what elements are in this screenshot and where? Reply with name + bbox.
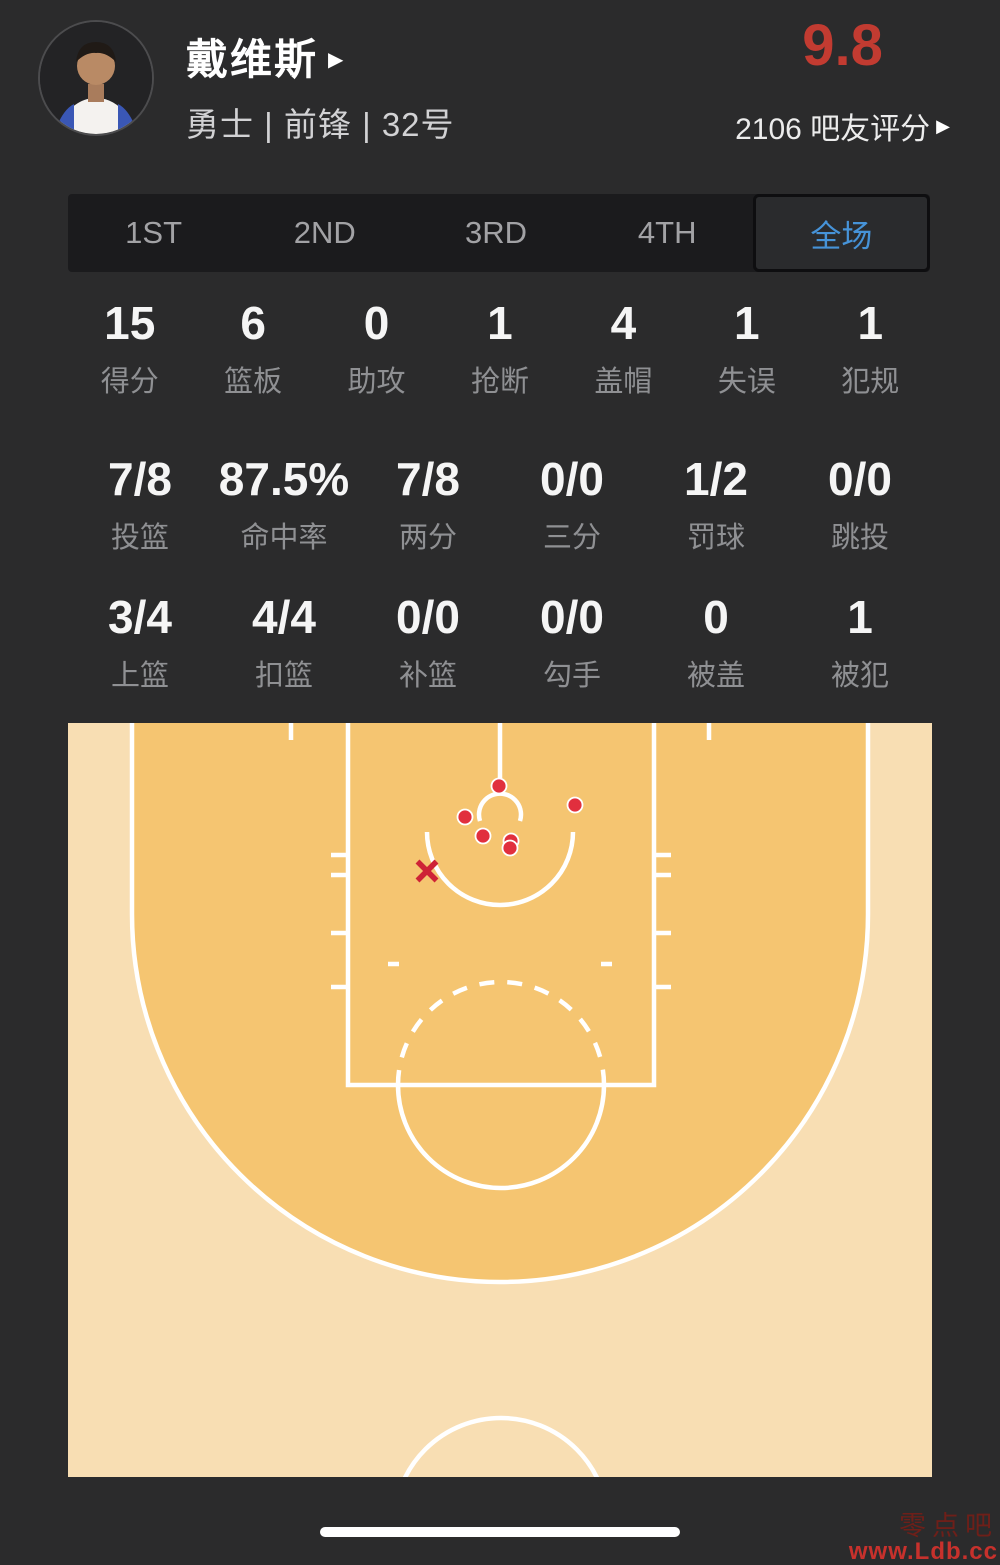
stat-item: 7/8 投篮 <box>68 454 212 556</box>
lane-hash-marks-right <box>654 852 671 990</box>
stat-label: 命中率 <box>240 522 328 554</box>
stat-label: 被犯 <box>830 660 889 692</box>
stat-value: 4/4 <box>252 591 316 643</box>
stats-row-main: 15 得分 6 篮板 0 助攻 1 抢断 4 盖帽 1 失误 1 犯规 <box>68 298 932 400</box>
tab-4TH[interactable]: 4TH <box>637 215 697 250</box>
stat-value: 1 <box>857 297 884 349</box>
stat-item: 4 盖帽 <box>562 298 685 400</box>
paint-lane-lines <box>345 723 657 1088</box>
stat-label: 跳投 <box>830 522 889 554</box>
stat-value: 1 <box>487 297 513 349</box>
stat-value: 0 <box>703 591 729 643</box>
rating-caption-text: 2106 吧友评分 <box>735 113 931 146</box>
stat-label: 勾手 <box>542 660 601 692</box>
stat-label: 扣篮 <box>254 660 313 692</box>
lane-hash-marks-left <box>331 852 348 990</box>
stat-label: 罚球 <box>686 522 745 554</box>
stat-label: 抢断 <box>470 366 529 398</box>
made-shot-marker <box>501 839 519 857</box>
stat-item: 0 被盖 <box>644 592 788 694</box>
stat-value: 15 <box>104 297 156 349</box>
watermark-site-url: www.Ldb.cc <box>848 1538 998 1565</box>
player-info: 勇士 | 前锋 | 32号 <box>186 106 455 143</box>
player-name-row[interactable]: 戴维斯 ▶ <box>186 26 343 87</box>
stat-item: 6 篮板 <box>191 298 314 400</box>
tab-2ND[interactable]: 2ND <box>293 215 356 250</box>
stat-item: 0/0 补篮 <box>356 592 500 694</box>
stat-item: 1 犯规 <box>809 298 932 400</box>
stat-item: 0/0 三分 <box>500 454 644 556</box>
stat-item: 0 助攻 <box>315 298 438 400</box>
court-inside-3pt-area <box>132 723 868 1282</box>
stat-value: 1 <box>847 591 873 643</box>
rating-box: 9.8 2106 吧友评分 ▶ <box>735 16 950 148</box>
stat-item: 7/8 两分 <box>356 454 500 556</box>
watermark-site-name: 零点吧 <box>899 1511 998 1541</box>
name-chevron-right-icon: ▶ <box>328 49 344 71</box>
stat-value: 1 <box>734 297 760 349</box>
rating-value: 9.8 <box>802 13 883 78</box>
stat-label: 助攻 <box>347 366 406 398</box>
stat-item: 0/0 勾手 <box>500 592 644 694</box>
stat-value: 1/2 <box>684 453 748 505</box>
stat-item: 15 得分 <box>68 298 191 400</box>
player-photo <box>40 22 152 134</box>
tab-3RD[interactable]: 3RD <box>465 215 528 250</box>
stat-label: 篮板 <box>224 366 283 398</box>
free-throw-circle-solid <box>395 1084 607 1191</box>
stat-label: 失误 <box>717 366 776 398</box>
made-shot-marker <box>474 827 492 845</box>
stat-value: 0 <box>363 297 390 349</box>
stats-row-detail: 3/4 上篮 4/4 扣篮 0/0 补篮 0/0 勾手 0 被盖 1 被犯 <box>68 592 932 694</box>
missed-shot-marker <box>415 859 439 883</box>
baseline-ticks <box>288 723 712 740</box>
home-indicator[interactable] <box>320 1527 680 1537</box>
made-shot-marker <box>456 808 474 826</box>
stat-item: 1/2 罚球 <box>644 454 788 556</box>
stat-value: 7/8 <box>108 453 172 505</box>
stat-value: 4 <box>610 297 637 349</box>
rating-chevron-right-icon: ▶ <box>936 115 950 136</box>
stats-row-shooting: 7/8 投篮 87.5% 命中率 7/8 两分 0/0 三分 1/2 罚球 0/0 跳投 <box>68 454 932 556</box>
stat-value: 0/0 <box>540 591 604 643</box>
shots-group <box>415 777 584 883</box>
quarter-tabbar: 1ST 2ND 3RD 4TH 全场 <box>68 194 931 272</box>
stat-item: 3/4 上篮 <box>68 592 212 694</box>
stat-value: 87.5% <box>218 453 350 505</box>
court-svg <box>68 723 932 1477</box>
stat-label: 盖帽 <box>594 366 653 398</box>
stat-label: 三分 <box>542 522 601 554</box>
stat-value: 3/4 <box>108 591 172 643</box>
stat-value: 7/8 <box>396 453 460 505</box>
player-avatar[interactable] <box>38 20 154 136</box>
tab-全场[interactable]: 全场 <box>752 194 931 272</box>
stat-value: 0/0 <box>828 453 892 505</box>
stat-label: 上篮 <box>110 660 169 692</box>
stat-label: 犯规 <box>841 366 900 398</box>
stat-item: 1 抢断 <box>438 298 561 400</box>
stat-value: 0/0 <box>396 591 460 643</box>
stat-label: 补篮 <box>398 660 457 692</box>
player-name: 戴维斯 <box>186 36 319 83</box>
stat-item: 4/4 扣篮 <box>212 592 356 694</box>
stat-label: 投篮 <box>110 522 169 554</box>
stat-label: 被盖 <box>686 660 745 692</box>
stat-item: 0/0 跳投 <box>788 454 932 556</box>
stat-label: 两分 <box>398 522 457 554</box>
made-shot-marker <box>566 796 584 814</box>
stat-item: 1 被犯 <box>788 592 932 694</box>
stat-item: 1 失误 <box>685 298 808 400</box>
made-shot-marker <box>490 777 508 795</box>
center-circle <box>402 1415 600 1477</box>
watermark: 零点吧 www.Ldb.cc <box>849 1513 998 1564</box>
stat-value: 6 <box>240 297 266 349</box>
court-lines <box>129 723 871 1477</box>
tab-1ST[interactable]: 1ST <box>125 215 183 250</box>
stat-item: 87.5% 命中率 <box>212 454 356 556</box>
rating-caption[interactable]: 2106 吧友评分 ▶ <box>735 104 950 148</box>
three-point-line <box>129 723 871 1285</box>
stat-value: 0/0 <box>540 453 604 505</box>
shot-chart <box>68 723 932 1477</box>
stat-label: 得分 <box>100 366 159 398</box>
